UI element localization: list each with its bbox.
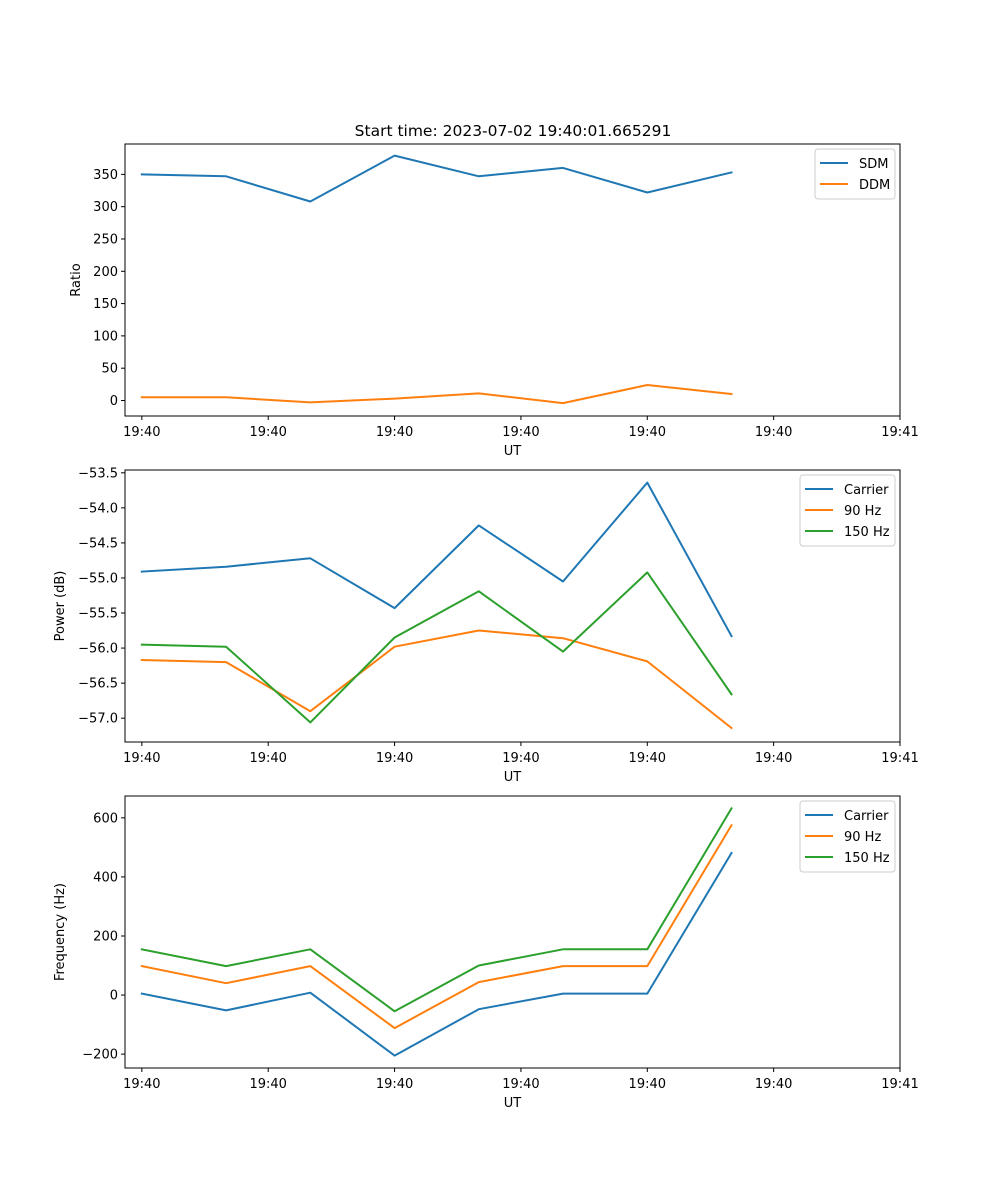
- y-tick-label: −54.0: [78, 501, 118, 516]
- legend-box: [799, 800, 896, 873]
- series-line-90-hz: [140, 823, 733, 1030]
- y-tick-label: 50: [101, 362, 118, 377]
- series-line-carrier: [140, 851, 733, 1057]
- series-line-90-hz: [140, 629, 733, 730]
- y-tick-label: 200: [93, 929, 118, 944]
- x-tick-label: 19:40: [249, 751, 286, 766]
- power-subplot: 19:40 19:40 19:40 19:40 19:40 19:40 19:41 −57.0…: [53, 466, 919, 785]
- y-tick-label: 0: [110, 394, 118, 409]
- frequency-subplot: 19:40 19:40 19:40 19:40 19:40 19:40 19:41 −200 0…: [53, 795, 919, 1111]
- y-tick-label: −53.5: [78, 466, 118, 481]
- legend-label: DDM: [859, 178, 890, 193]
- legend-label: 150 Hz: [844, 525, 890, 540]
- legend-label: SDM: [859, 157, 888, 172]
- series-line-sdm: [140, 154, 733, 203]
- x-tick-label: 19:40: [502, 751, 539, 766]
- legend: SDM DDM: [814, 148, 896, 200]
- axes-frame: [124, 143, 901, 417]
- legend-box: [799, 474, 896, 547]
- y-tick-label: 250: [93, 232, 118, 247]
- x-tick-label: 19:40: [629, 751, 666, 766]
- x-tick-label: 19:40: [123, 751, 160, 766]
- axes-frame: [124, 795, 901, 1069]
- y-tick-label: 0: [110, 989, 118, 1004]
- legend-label: Carrier: [844, 483, 889, 498]
- x-tick-label: 19:40: [755, 751, 792, 766]
- x-tick-label: 19:40: [755, 425, 792, 440]
- x-tick-label: 19:40: [502, 425, 539, 440]
- y-axis-label: Power (dB): [53, 571, 68, 642]
- legend: Carrier 90 Hz 150 Hz: [799, 800, 896, 873]
- legend-label: 150 Hz: [844, 851, 890, 866]
- series-line-150-hz: [140, 571, 733, 724]
- x-tick-label: 19:40: [123, 1077, 160, 1092]
- x-tick-label: 19:40: [123, 425, 160, 440]
- y-tick-label: 150: [93, 297, 118, 312]
- axes-frame: [124, 469, 901, 743]
- y-tick-label: 600: [93, 811, 118, 826]
- legend-label: 90 Hz: [844, 504, 881, 519]
- y-axis-label: Frequency (Hz): [53, 883, 68, 981]
- series-line-150-hz: [140, 807, 733, 1013]
- y-tick-label: 100: [93, 329, 118, 344]
- y-tick-label: −54.5: [78, 536, 118, 551]
- y-tick-label: −56.5: [78, 677, 118, 692]
- y-tick-label: −57.0: [78, 712, 118, 727]
- x-tick-label: 19:41: [881, 1077, 918, 1092]
- legend-box: [814, 148, 896, 200]
- series-line-carrier: [140, 481, 733, 638]
- series-line-ddm: [140, 384, 733, 405]
- x-axis-label: UT: [504, 1096, 522, 1111]
- x-tick-label: 19:40: [249, 425, 286, 440]
- y-tick-label: −200: [82, 1048, 118, 1063]
- legend: Carrier 90 Hz 150 Hz: [799, 474, 896, 547]
- y-tick-label: −56.0: [78, 642, 118, 657]
- x-axis-label: UT: [504, 444, 522, 459]
- y-tick-label: 400: [93, 870, 118, 885]
- x-tick-label: 19:40: [249, 1077, 286, 1092]
- x-tick-label: 19:41: [881, 751, 918, 766]
- y-tick-label: −55.0: [78, 571, 118, 586]
- x-tick-label: 19:40: [376, 751, 413, 766]
- x-tick-label: 19:40: [376, 1077, 413, 1092]
- y-tick-label: 300: [93, 200, 118, 215]
- legend-label: Carrier: [844, 809, 889, 824]
- y-tick-label: −55.5: [78, 607, 118, 622]
- y-axis-label: Ratio: [69, 263, 84, 296]
- ratio-subplot: 19:40 19:40 19:40 19:40 19:40 19:40 19:41 0 50 10…: [69, 143, 919, 459]
- y-tick-label: 200: [93, 265, 118, 280]
- legend-label: 90 Hz: [844, 830, 881, 845]
- y-tick-label: 350: [93, 168, 118, 183]
- x-tick-label: 19:40: [629, 425, 666, 440]
- x-tick-label: 19:41: [881, 425, 918, 440]
- x-axis-label: UT: [504, 770, 522, 785]
- x-tick-label: 19:40: [502, 1077, 539, 1092]
- x-tick-label: 19:40: [629, 1077, 666, 1092]
- x-tick-label: 19:40: [376, 425, 413, 440]
- figure-title: Start time: 2023-07-02 19:40:01.665291: [355, 122, 672, 140]
- x-tick-label: 19:40: [755, 1077, 792, 1092]
